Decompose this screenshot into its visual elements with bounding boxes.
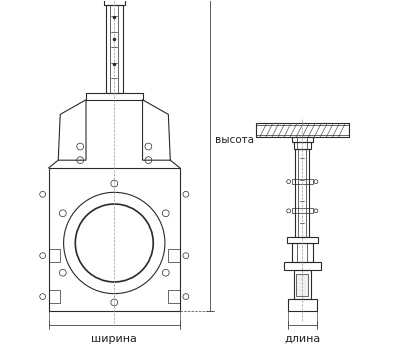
Text: длина: длина	[284, 334, 320, 344]
Bar	[48, 168, 180, 311]
Text: высота: высота	[215, 135, 254, 145]
Bar	[48, 249, 60, 263]
Bar	[292, 243, 313, 263]
Bar	[292, 208, 313, 213]
Bar	[48, 290, 60, 303]
Bar	[294, 270, 311, 300]
Bar	[86, 93, 142, 100]
Bar	[296, 149, 309, 237]
Bar	[292, 179, 313, 184]
Bar	[104, 0, 125, 5]
Bar	[288, 300, 317, 311]
Bar	[256, 123, 348, 137]
Bar	[168, 290, 180, 303]
Bar	[294, 142, 311, 149]
Text: ширина: ширина	[91, 334, 137, 344]
Bar	[287, 237, 318, 243]
Bar	[106, 5, 123, 93]
Bar	[292, 137, 313, 142]
Bar	[284, 263, 321, 270]
Bar	[168, 249, 180, 263]
Bar	[296, 274, 308, 295]
